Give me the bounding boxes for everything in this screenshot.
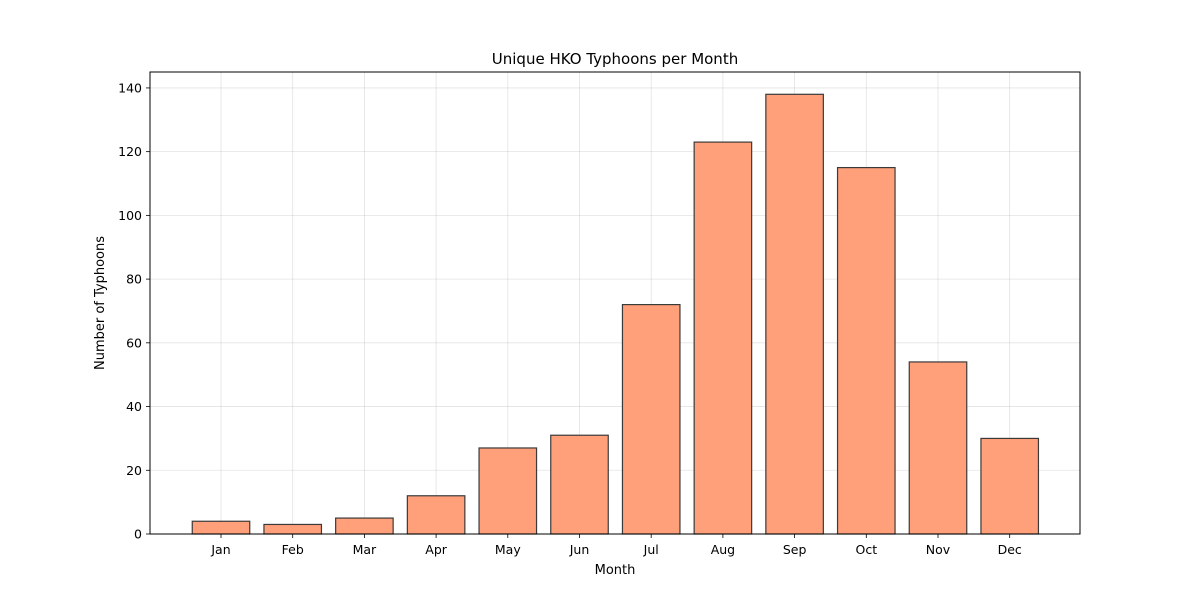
x-tick-label: Sep	[783, 542, 807, 557]
x-tick-label: Apr	[425, 542, 447, 557]
axis-ticks: 0 20 40 60 80 100 120 140 Jan Feb Mar Apr May Jun Jul A…	[118, 80, 1022, 557]
y-tick-label: 120	[118, 144, 142, 159]
x-tick-label: Jan	[210, 542, 230, 557]
x-tick-label: Dec	[998, 542, 1022, 557]
bar-mar	[335, 517, 394, 535]
y-tick-label: 40	[126, 399, 142, 414]
bar-sep	[765, 93, 824, 535]
bar-may	[478, 447, 538, 535]
x-tick-label: Nov	[926, 542, 951, 557]
bar-feb	[263, 523, 323, 535]
x-tick-label: Aug	[711, 542, 735, 557]
x-axis-label: Month	[595, 563, 636, 578]
x-tick-label: Jul	[643, 542, 659, 557]
bar-jul	[621, 303, 681, 535]
x-tick-label: May	[495, 542, 521, 557]
bar-apr	[406, 495, 466, 535]
bar-dec	[980, 437, 1040, 535]
y-tick-label: 80	[126, 272, 142, 287]
y-tick-label: 140	[118, 80, 142, 95]
y-tick-label: 100	[118, 208, 142, 223]
bar-oct	[836, 166, 896, 535]
bars	[191, 93, 1040, 535]
plot-frame	[149, 71, 1081, 535]
x-tick-label: Mar	[353, 542, 377, 557]
bar-aug	[693, 141, 753, 535]
chart-title: Unique HKO Typhoons per Month	[492, 50, 738, 68]
bar-jan	[191, 520, 251, 535]
y-tick-label: 20	[126, 463, 142, 478]
x-tick-label: Jun	[569, 542, 590, 557]
y-axis-label: Number of Typhoons	[93, 236, 108, 370]
bar-nov	[908, 361, 968, 535]
y-tick-label: 0	[134, 527, 142, 542]
bar-jun	[550, 434, 609, 535]
x-tick-label: Feb	[282, 542, 304, 557]
y-tick-label: 60	[126, 335, 142, 350]
x-tick-label: Oct	[855, 542, 877, 557]
